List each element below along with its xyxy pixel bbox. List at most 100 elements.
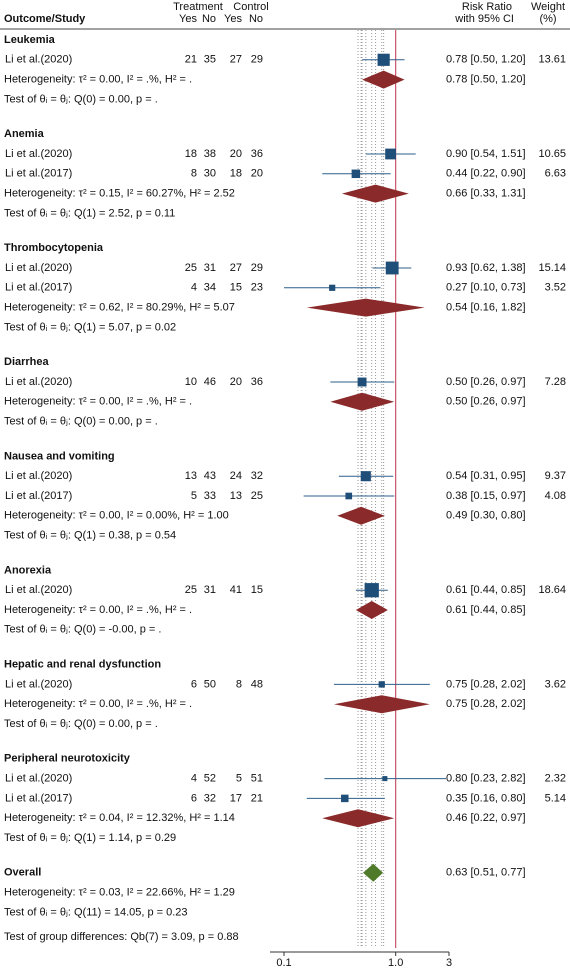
heterogeneity: Heterogeneity: τ² = 0.03, I² = 22.66%, H…: [4, 887, 235, 899]
count: 4: [191, 282, 197, 294]
count: 35: [204, 54, 216, 66]
group-name: Diarrhea: [4, 356, 50, 368]
ci-label: 0.49 [0.30, 0.80]: [446, 510, 526, 522]
study-square: [341, 794, 349, 803]
count: 15: [230, 282, 242, 294]
summary-diamond: [306, 298, 425, 317]
weight: 4.08: [545, 490, 566, 502]
count: 5: [191, 490, 197, 502]
study-name: Li et al.(2020): [5, 262, 72, 274]
summary-diamond: [330, 392, 395, 411]
heterogeneity: Heterogeneity: τ² = 0.04, I² = 12.32%, H…: [4, 812, 235, 824]
count: 8: [191, 168, 197, 180]
count: 36: [251, 148, 263, 160]
count: 46: [204, 376, 216, 388]
count: 48: [251, 678, 263, 690]
count: 8: [236, 678, 242, 690]
count: 25: [251, 490, 263, 502]
homogeneity-test: Test of θᵢ = θⱼ: Q(0) = 0.00, p = .: [4, 718, 158, 730]
weight: 9.37: [545, 470, 566, 482]
ci-label: 0.93 [0.62, 1.38]: [446, 262, 526, 274]
group-name: Anemia: [4, 128, 45, 140]
count: 4: [191, 773, 197, 785]
study-name: Li et al.(2020): [5, 54, 72, 66]
ci-label: 0.63 [0.51, 0.77]: [446, 867, 526, 879]
weight: 13.61: [538, 54, 566, 66]
count: 34: [204, 282, 216, 294]
count: 21: [251, 792, 263, 804]
ci-label: 0.66 [0.33, 1.31]: [446, 188, 526, 200]
weight: 10.65: [538, 148, 566, 160]
ci-label: 0.46 [0.22, 0.97]: [446, 812, 526, 824]
count: 27: [230, 262, 242, 274]
header-weight-sub: (%): [539, 13, 556, 25]
homogeneity-test: Test of θᵢ = θⱼ: Q(1) = 1.14, p = 0.29: [4, 832, 176, 844]
count: 50: [204, 678, 216, 690]
count: 52: [204, 773, 216, 785]
ci-label: 0.54 [0.16, 1.82]: [446, 302, 526, 314]
heterogeneity: Heterogeneity: τ² = 0.62, I² = 80.29%, H…: [4, 302, 235, 314]
study-name: Li et al.(2020): [5, 470, 72, 482]
header-control: Control: [233, 1, 268, 13]
study-name: Li et al.(2020): [5, 678, 72, 690]
group-name: Nausea and vomiting: [4, 450, 115, 462]
heterogeneity: Heterogeneity: τ² = 0.00, I² = .%, H² = …: [4, 604, 192, 616]
count: 32: [204, 792, 216, 804]
count: 25: [185, 584, 197, 596]
header-effect-sub: with 95% CI: [454, 13, 514, 25]
count: 5: [236, 773, 242, 785]
homogeneity-test: Test of θᵢ = θⱼ: Q(1) = 2.52, p = 0.11: [4, 207, 175, 219]
summary-diamond: [333, 695, 430, 714]
count: 36: [251, 376, 263, 388]
homogeneity-test: Test of θᵢ = θⱼ: Q(0) = -0.00, p = .: [4, 624, 161, 636]
ci-label: 0.38 [0.15, 0.97]: [446, 490, 526, 502]
heterogeneity: Heterogeneity: τ² = 0.00, I² = .%, H² = …: [4, 698, 192, 710]
study-square: [329, 284, 336, 291]
header-effect: Risk Ratio: [462, 1, 512, 13]
group-name: Thrombocytopenia: [4, 242, 104, 254]
count: 20: [230, 148, 242, 160]
heterogeneity: Heterogeneity: τ² = 0.15, I² = 60.27%, H…: [4, 188, 235, 200]
homogeneity-test: Test of θᵢ = θⱼ: Q(11) = 14.05, p = 0.23: [4, 906, 188, 918]
count: 18: [185, 148, 197, 160]
count: 41: [230, 584, 242, 596]
weight: 6.63: [545, 168, 566, 180]
ci-label: 0.90 [0.54, 1.51]: [446, 148, 526, 160]
study-square: [385, 261, 399, 275]
study-name: Li et al.(2017): [5, 282, 72, 294]
study-name: Li et al.(2020): [5, 376, 72, 388]
heterogeneity: Heterogeneity: τ² = 0.00, I² = .%, H² = …: [4, 74, 192, 86]
count: 32: [251, 470, 263, 482]
ci-label: 0.50 [0.26, 0.97]: [446, 396, 526, 408]
weight: 18.64: [538, 584, 566, 596]
header-no: No: [249, 13, 263, 25]
group-name: Anorexia: [4, 564, 52, 576]
ci-label: 0.61 [0.44, 0.85]: [446, 604, 526, 616]
weight: 15.14: [538, 262, 566, 274]
count: 30: [204, 168, 216, 180]
header-study: Outcome/Study: [4, 13, 86, 25]
summary-diamond: [322, 809, 395, 828]
ci-label: 0.80 [0.23, 2.82]: [446, 773, 526, 785]
count: 15: [251, 584, 263, 596]
study-name: Li et al.(2020): [5, 148, 72, 160]
summary-diamond: [341, 184, 409, 203]
study-square: [345, 492, 353, 500]
overall-name: Overall: [4, 867, 41, 879]
count: 29: [251, 262, 263, 274]
count: 25: [185, 262, 197, 274]
count: 17: [230, 792, 242, 804]
homogeneity-test: Test of θᵢ = θⱼ: Q(0) = 0.00, p = .: [4, 93, 158, 105]
homogeneity-test: Test of θᵢ = θⱼ: Q(1) = 0.38, p = 0.54: [4, 530, 176, 542]
ci-label: 0.54 [0.31, 0.95]: [446, 470, 526, 482]
ci-label: 0.44 [0.22, 0.90]: [446, 168, 526, 180]
study-square: [364, 583, 379, 598]
ci-label: 0.78 [0.50, 1.20]: [446, 74, 526, 86]
count: 10: [185, 376, 197, 388]
study-square: [360, 471, 371, 482]
study-square: [378, 681, 385, 688]
study-square: [351, 169, 361, 179]
homogeneity-test: Test of θᵢ = θⱼ: Q(0) = 0.00, p = .: [4, 416, 158, 428]
header-yes: Yes: [224, 13, 242, 25]
ci-label: 0.78 [0.50, 1.20]: [446, 54, 526, 66]
